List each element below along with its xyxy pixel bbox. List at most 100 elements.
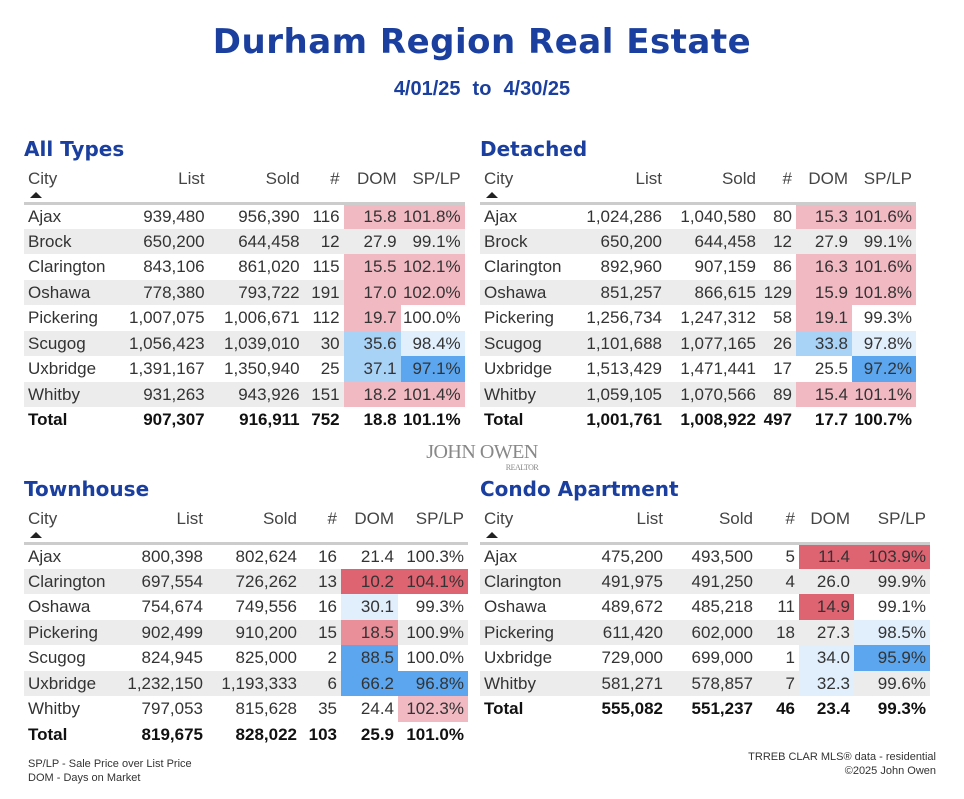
column-header-0[interactable]: City: [480, 165, 582, 205]
cell-city: Clarington: [480, 568, 577, 594]
total-cell: 46: [757, 696, 799, 722]
column-header-5[interactable]: SP/LP: [400, 165, 465, 205]
data-table: City List Sold # DOM SP/LP Ajax 475,200 493,500 5…: [480, 505, 930, 722]
cell-splp: 95.9%: [854, 645, 930, 671]
cell-splp: 99.1%: [852, 228, 916, 254]
column-header-0[interactable]: City: [24, 165, 129, 205]
header-row: City List Sold # DOM SP/LP: [480, 505, 930, 545]
cell-splp: 97.8%: [852, 330, 916, 356]
column-header-label: Sold: [721, 169, 756, 188]
cell-sold: 493,500: [691, 547, 753, 566]
cell-sold: 644,458: [666, 228, 760, 254]
column-header-4[interactable]: DOM: [796, 165, 852, 205]
column-header-1[interactable]: List: [582, 165, 666, 205]
cell-count: 112: [312, 308, 340, 328]
cell-list: 851,257: [582, 279, 666, 305]
cell-count: 129: [760, 279, 796, 305]
date-to: 4/30/25: [503, 78, 571, 100]
cell-dom: 18.5: [341, 619, 398, 645]
table-row: Ajax 475,200 493,500 5 11.4 103.9%: [480, 543, 930, 569]
column-header-0[interactable]: City: [480, 505, 577, 545]
table-row: Brock 650,200 644,458 12 27.9 99.1%: [480, 228, 916, 254]
page-title: Durham Region Real Estate: [212, 22, 752, 62]
total-cell: Total: [24, 407, 129, 433]
cell-list: 611,420: [577, 619, 667, 645]
column-header-label: List: [635, 169, 662, 188]
table-row: Scugog 824,945 825,000 2 88.5 100.0%: [24, 645, 468, 671]
cell-list: 650,200: [129, 228, 209, 254]
cell-city: Brock: [480, 228, 582, 254]
column-header-2[interactable]: Sold: [666, 165, 760, 205]
date-from: 4/01/25: [393, 78, 461, 100]
total-cell: 100.7%: [852, 407, 916, 433]
total-cell: 101.1%: [400, 407, 465, 433]
table-row: Pickering 611,420 602,000 18 27.3 98.5%: [480, 619, 930, 645]
cell-count: 86: [773, 257, 792, 277]
cell-sold: 1,039,010: [208, 330, 304, 356]
column-header-2[interactable]: Sold: [667, 505, 757, 545]
table-row: Uxbridge 1,513,429 1,471,441 17 25.5 97.2%: [480, 356, 916, 382]
column-header-label: #: [327, 509, 337, 528]
column-header-5[interactable]: SP/LP: [398, 505, 468, 545]
column-header-3[interactable]: #: [303, 165, 344, 205]
cell-count: 12: [760, 228, 796, 254]
data-table: City List Sold # DOM SP/LP Ajax 800,398 802,624 1…: [24, 505, 468, 747]
cell-sold: 726,262: [207, 568, 301, 594]
cell-count: 16: [318, 547, 337, 566]
cell-splp: 99.1%: [877, 597, 926, 617]
cell-dom: 10.2: [341, 568, 398, 594]
cell-city: Whitby: [480, 670, 577, 696]
column-header-2[interactable]: Sold: [207, 505, 301, 545]
panel-title: Detached: [480, 137, 588, 161]
cell-splp: 99.3%: [415, 597, 464, 617]
cell-sold: 815,628: [235, 699, 297, 719]
column-header-1[interactable]: List: [127, 505, 207, 545]
table-row: Oshawa 489,672 485,218 11 14.9 99.1%: [480, 594, 930, 620]
cell-list: 1,391,167: [129, 359, 205, 379]
column-header-4[interactable]: DOM: [341, 505, 398, 545]
column-header-3[interactable]: #: [301, 505, 341, 545]
cell-splp: 100.0%: [406, 648, 464, 668]
column-header-0[interactable]: City: [24, 505, 127, 545]
cell-sold: 699,000: [691, 648, 753, 668]
column-header-5[interactable]: SP/LP: [854, 505, 930, 545]
column-header-4[interactable]: DOM: [343, 165, 401, 205]
column-header-label: DOM: [810, 509, 850, 528]
total-cell: 103: [301, 721, 341, 747]
column-header-3[interactable]: #: [757, 505, 799, 545]
cell-dom: 18.2: [343, 381, 401, 407]
logo-text: JOHN OWEN: [426, 441, 538, 463]
table-row: Clarington 892,960 907,159 86 16.3 101.6%: [480, 254, 916, 280]
column-header-3[interactable]: #: [760, 165, 796, 205]
cell-city: Pickering: [484, 308, 554, 328]
cell-city: Oshawa: [480, 279, 582, 305]
column-header-1[interactable]: List: [577, 505, 667, 545]
table-row: Scugog 1,101,688 1,077,165 26 33.8 97.8%: [480, 330, 916, 356]
cell-city: Oshawa: [28, 597, 91, 617]
cell-list: 778,380: [129, 279, 209, 305]
cell-sold: 910,200: [207, 619, 301, 645]
cell-dom: 27.9: [796, 228, 852, 254]
column-header-4[interactable]: DOM: [799, 505, 854, 545]
column-header-2[interactable]: Sold: [208, 165, 304, 205]
cell-list: 902,499: [127, 619, 207, 645]
cell-city: Pickering: [480, 619, 577, 645]
column-header-label: #: [782, 169, 792, 188]
total-cell: 18.8: [343, 407, 401, 433]
cell-dom: 21.4: [360, 547, 394, 566]
total-cell: 25.9: [341, 721, 398, 747]
cell-list: 650,200: [582, 228, 666, 254]
column-header-1[interactable]: List: [129, 165, 209, 205]
cell-city: Pickering: [28, 308, 98, 328]
cell-dom: 16.3: [796, 254, 852, 280]
column-header-5[interactable]: SP/LP: [852, 165, 916, 205]
cell-dom: 24.4: [360, 699, 394, 719]
cell-sold: 943,926: [208, 381, 304, 407]
table-row: Pickering 902,499 910,200 15 18.5 100.9%: [24, 619, 468, 645]
total-cell: 555,082: [577, 696, 667, 722]
cell-sold: 1,193,333: [207, 670, 301, 696]
table-row: Whitby 1,059,105 1,070,566 89 15.4 101.1%: [480, 381, 916, 407]
cell-count: 1: [785, 648, 795, 668]
cell-sold: 485,218: [691, 597, 753, 617]
legend-dom: DOM - Days on Market: [28, 772, 141, 784]
